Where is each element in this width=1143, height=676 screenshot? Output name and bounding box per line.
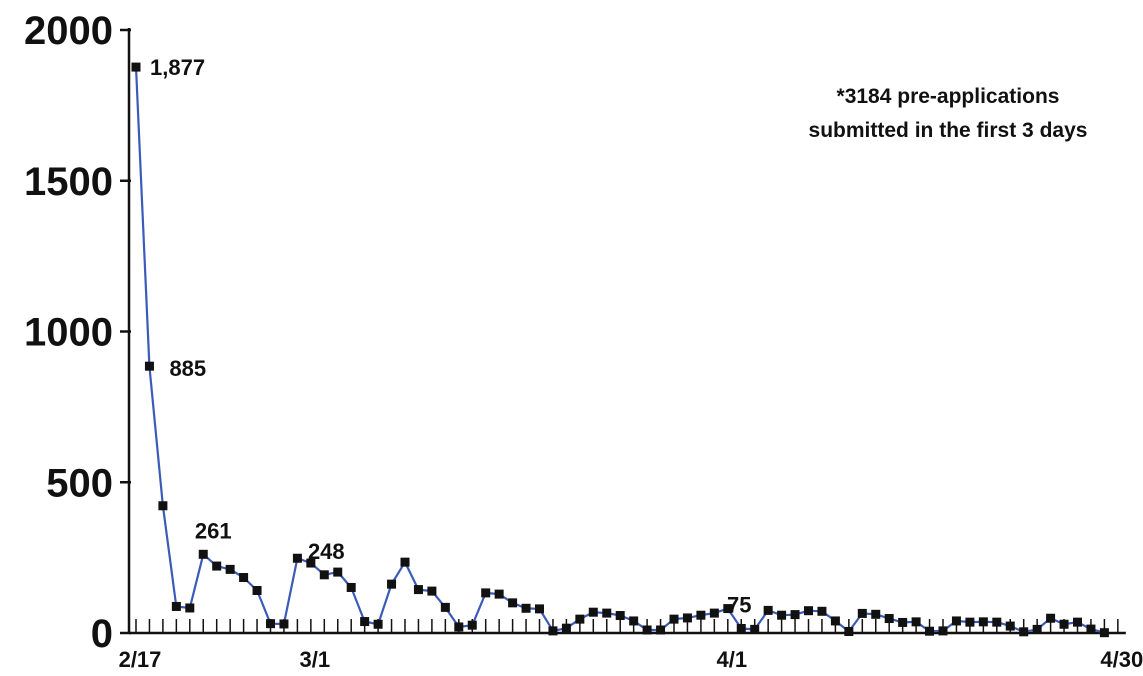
series	[131, 62, 1109, 638]
data-label: 248	[308, 539, 345, 564]
data-point	[521, 603, 531, 613]
data-point	[696, 610, 706, 620]
data-point	[561, 623, 571, 633]
data-point	[1046, 613, 1056, 623]
data-point	[440, 602, 450, 612]
data-point	[804, 606, 813, 616]
data-point	[413, 585, 423, 595]
y-tick-label: 1500	[24, 160, 113, 204]
data-point	[602, 608, 612, 618]
data-point	[911, 617, 921, 627]
data-point	[387, 579, 397, 589]
data-point	[857, 608, 867, 618]
data-label: 75	[727, 592, 751, 617]
x-tick-label: 4/1	[717, 647, 748, 672]
data-point	[884, 614, 894, 624]
data-point	[212, 561, 222, 571]
annotation-line-1: *3184 pre-applications	[837, 85, 1060, 108]
data-label: 885	[169, 356, 206, 381]
data-point	[830, 616, 840, 626]
data-point	[750, 624, 760, 634]
y-tick-label: 500	[46, 461, 113, 505]
data-point	[938, 626, 948, 636]
data-point	[629, 616, 639, 626]
data-point	[682, 613, 692, 623]
x-tick-label: 4/30	[1100, 647, 1143, 672]
data-point	[508, 598, 518, 608]
data-point	[736, 623, 746, 633]
data-point	[292, 553, 302, 563]
data-point	[1099, 628, 1109, 638]
data-point	[481, 588, 491, 598]
y-tick-label: 2000	[24, 9, 113, 53]
data-point	[588, 607, 598, 617]
y-axis: 2000 1500 1000 500 0	[24, 9, 131, 656]
data-point	[158, 501, 168, 511]
data-point	[185, 603, 195, 613]
data-point	[642, 625, 652, 635]
data-point	[844, 626, 854, 636]
data-point	[656, 625, 666, 635]
data-point	[925, 626, 935, 636]
y-tick-label: 0	[91, 612, 113, 656]
data-labels: 1,877 885 261 248 75 1	[150, 0, 1122, 617]
data-point	[171, 601, 181, 611]
data-point	[225, 564, 235, 574]
data-point	[1086, 624, 1096, 634]
data-point	[266, 619, 275, 629]
data-point	[709, 608, 719, 618]
data-point	[535, 604, 544, 614]
data-point	[871, 609, 881, 619]
data-point	[319, 570, 329, 580]
data-point	[1005, 621, 1015, 631]
data-point	[1019, 627, 1029, 637]
y-tick-label: 1000	[24, 311, 113, 355]
data-point	[306, 558, 316, 568]
data-point	[467, 620, 477, 630]
data-point	[400, 557, 410, 567]
data-point	[494, 589, 504, 599]
x-tick-label: 3/1	[300, 647, 331, 672]
data-point	[763, 605, 773, 615]
data-point	[898, 617, 908, 627]
data-point	[1059, 619, 1069, 629]
data-point	[252, 585, 262, 595]
data-point	[360, 617, 370, 627]
series-line	[134, 67, 1105, 634]
data-label: 1	[1110, 0, 1122, 5]
data-point	[454, 622, 464, 632]
data-point	[723, 604, 733, 614]
data-point	[1032, 624, 1042, 634]
data-point	[279, 619, 289, 629]
data-point	[333, 567, 343, 577]
data-point	[144, 361, 154, 371]
data-point	[198, 549, 208, 559]
data-point	[1073, 617, 1082, 627]
data-point	[373, 619, 383, 629]
data-point	[951, 616, 961, 626]
data-point	[239, 573, 249, 583]
x-tick-label: 2/17	[119, 647, 162, 672]
data-point	[346, 582, 356, 592]
data-point	[575, 614, 585, 624]
data-point	[669, 614, 679, 624]
data-label: 1,877	[150, 55, 205, 80]
data-point	[777, 610, 787, 620]
data-point	[548, 626, 558, 636]
data-label: 261	[195, 518, 232, 543]
data-point	[131, 62, 141, 72]
data-point	[427, 586, 437, 596]
data-point	[978, 617, 988, 627]
data-point	[817, 606, 827, 616]
data-point	[615, 611, 625, 621]
annotation-line-2: submitted in the first 3 days	[809, 119, 1088, 142]
data-point	[790, 610, 800, 620]
data-point	[992, 617, 1002, 627]
data-point	[965, 617, 975, 627]
